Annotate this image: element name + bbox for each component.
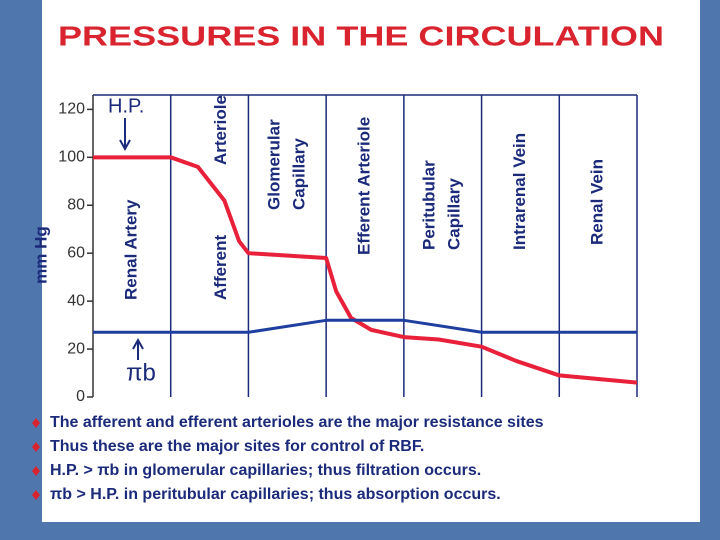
bullet-marker: [32, 442, 40, 452]
bullet-marker: [32, 466, 40, 476]
bullet-marker: [32, 490, 40, 500]
bullet-marker: [32, 418, 40, 428]
annotation-arrow: [132, 337, 144, 360]
region-label: Efferent Arteriole: [354, 117, 373, 255]
series-line: [93, 155, 638, 385]
region-label: Glomerular: [264, 119, 283, 210]
chart-title: PRESSURES IN THE CIRCULATION: [58, 20, 664, 51]
y-tick-label: 60: [67, 244, 85, 261]
region-label: Arteriole: [211, 95, 230, 165]
y-tick-label: 120: [58, 101, 85, 118]
region-label: Peritubular: [420, 160, 439, 250]
region-label: Renal Artery: [121, 199, 140, 300]
y-tick-label: 80: [67, 196, 85, 213]
series-line: [93, 318, 637, 334]
y-tick-label: 40: [67, 292, 85, 309]
annotation-arrow: [119, 118, 131, 152]
y-axis-label: mm Hg: [31, 226, 50, 284]
y-tick-label: 100: [58, 149, 85, 166]
bullet-text: Thus these are the major sites for contr…: [50, 438, 424, 455]
series-label: H.P.: [108, 95, 144, 117]
series-label: πb: [126, 359, 156, 386]
bullet-text: πb > H.P. in peritubular capillaries; th…: [50, 486, 501, 503]
y-tick-label: 0: [76, 388, 85, 405]
slide: [42, 0, 700, 522]
region-label: Capillary: [289, 138, 308, 210]
region-label: Renal Vein: [588, 159, 607, 245]
y-tick-label: 20: [67, 340, 85, 357]
region-label: Afferent: [211, 234, 230, 300]
region-label: Capillary: [445, 178, 464, 250]
bullet-text: H.P. > πb in glomerular capillaries; thu…: [50, 462, 481, 479]
region-label: Intrarenal Vein: [510, 133, 529, 250]
bullet-text: The afferent and efferent arterioles are…: [50, 414, 544, 431]
